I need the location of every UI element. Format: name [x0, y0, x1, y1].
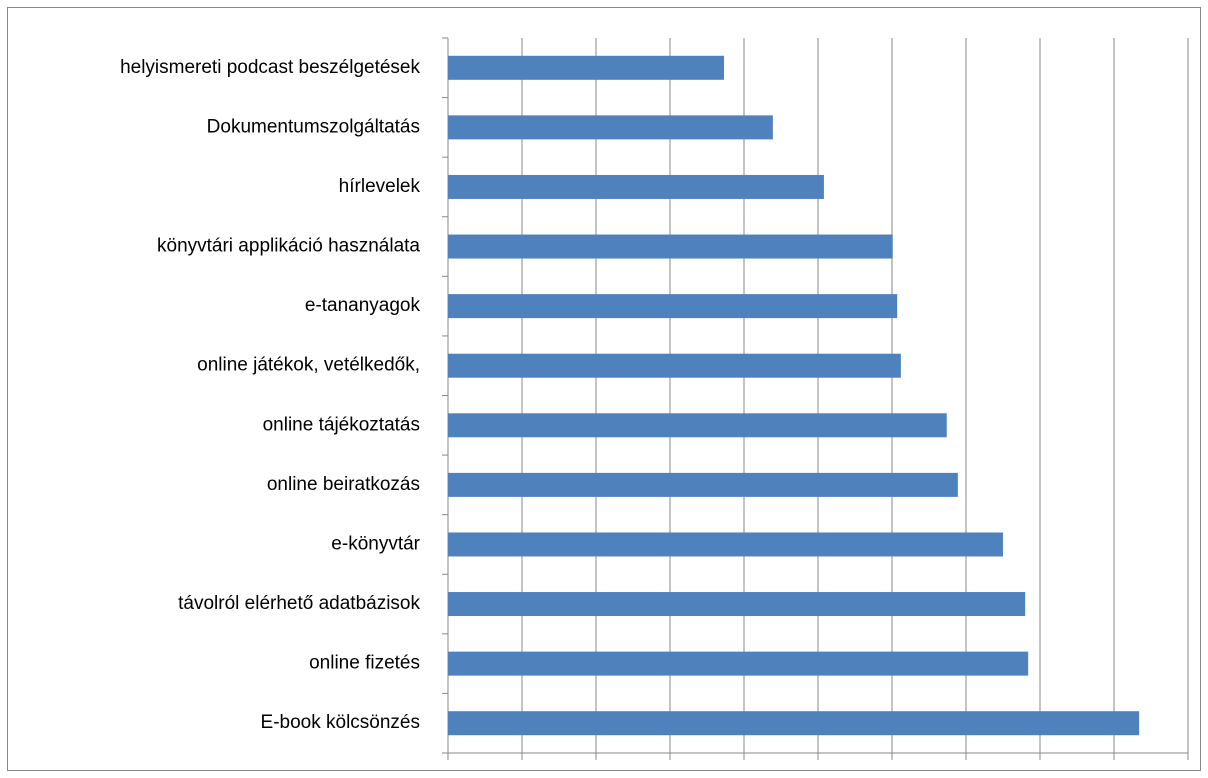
y-tick-label: E-book kölcsönzés: [261, 712, 420, 733]
y-tick-label: online beiratkozás: [267, 474, 420, 495]
bar: [448, 234, 893, 259]
y-tick-label: online tájékoztatás: [263, 414, 420, 435]
bar: [448, 55, 725, 80]
bar: [448, 413, 947, 438]
y-tick-label: e-tananyagok: [305, 295, 421, 316]
bar: [448, 174, 824, 199]
bar: [448, 115, 773, 140]
bar: [448, 532, 1003, 557]
y-tick-label: online fizetés: [309, 653, 420, 674]
bar: [448, 294, 898, 319]
y-tick-label: e-könyvtár: [331, 533, 420, 554]
bar: [448, 472, 958, 497]
bar: [448, 651, 1029, 676]
y-tick-label: könyvtári applikáció használata: [157, 236, 420, 257]
y-tick-label: távolról elérhető adatbázisok: [178, 593, 420, 614]
bar: [448, 711, 1140, 736]
bar: [448, 353, 901, 378]
y-tick-label: online játékok, vetélkedők,: [197, 355, 420, 376]
y-tick-label: Dokumentumszolgáltatás: [207, 116, 420, 137]
y-tick-label: hírlevelek: [339, 176, 421, 197]
y-tick-label: helyismereti podcast beszélgetések: [120, 57, 420, 78]
bar: [448, 592, 1026, 617]
